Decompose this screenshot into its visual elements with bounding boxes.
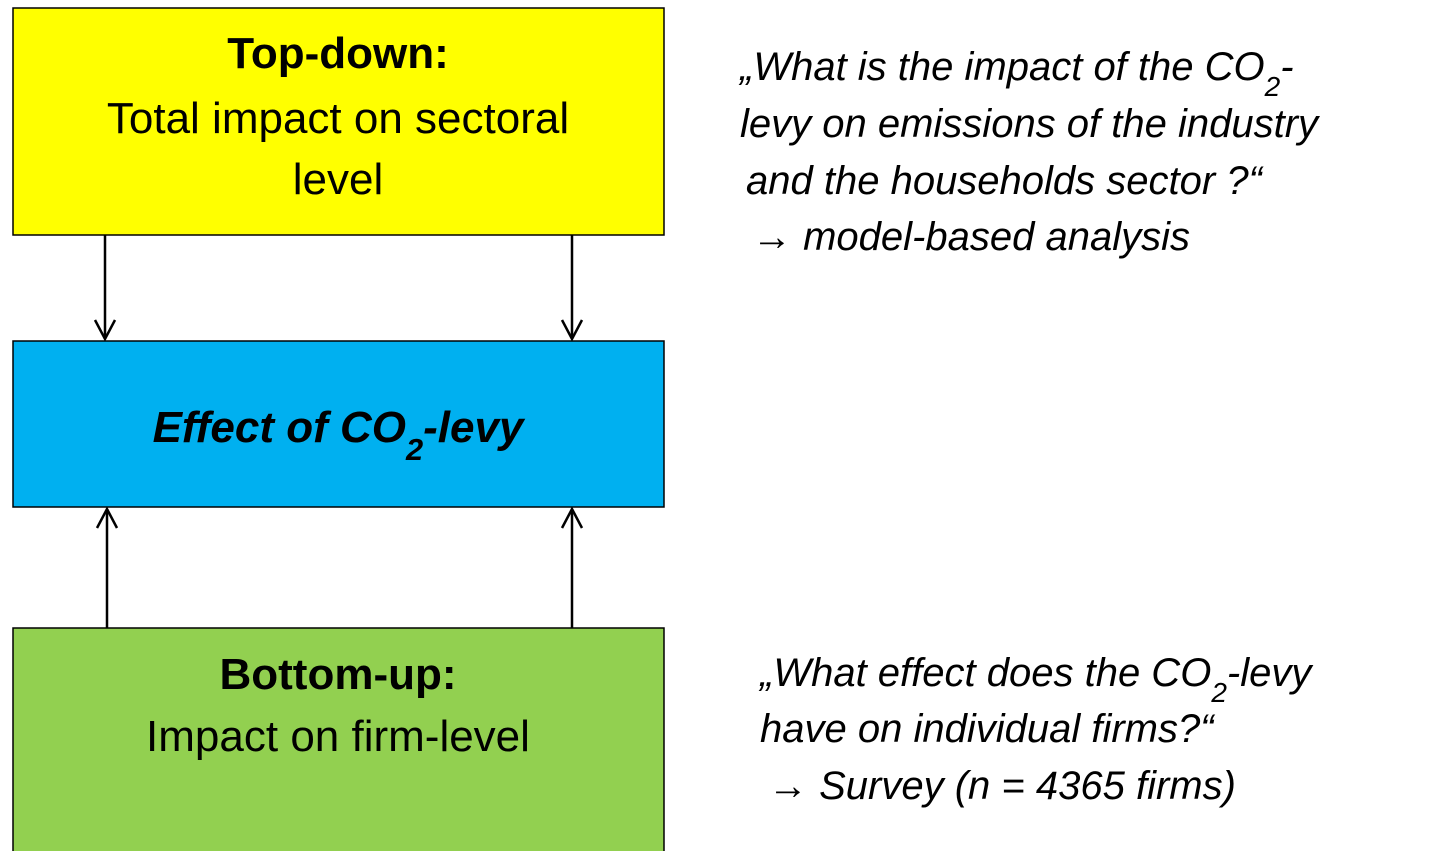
arrow-head xyxy=(560,319,584,342)
label-part: -levy xyxy=(423,403,526,452)
box-label: Effect of CO2-levy xyxy=(153,403,526,467)
box-line: level xyxy=(293,155,384,204)
text-part: „What effect does the CO xyxy=(758,651,1211,695)
question-line: „What is the impact of the CO2- xyxy=(738,45,1294,102)
box-heading: Bottom-up: xyxy=(219,650,456,699)
question-line: „What effect does the CO2-levy xyxy=(758,651,1314,708)
subscript: 2 xyxy=(1210,677,1227,708)
question-line: have on individual firms?“ xyxy=(760,707,1216,751)
arrow-head xyxy=(560,506,584,529)
question-line: and the households sector ?“ xyxy=(746,159,1265,203)
question-line: levy on emissions of the industry xyxy=(740,102,1321,146)
arrows xyxy=(93,235,584,628)
box-line: Impact on firm-level xyxy=(146,712,530,761)
top-down-box xyxy=(12,7,665,236)
bottom-up-box xyxy=(12,627,665,851)
arrow-head xyxy=(93,319,117,342)
text-part: „What is the impact of the CO xyxy=(738,45,1265,89)
arrow-head xyxy=(95,506,119,529)
text-part: - xyxy=(1280,45,1293,89)
box-line: Total impact on sectoral xyxy=(107,94,569,143)
effect-box xyxy=(12,340,665,508)
box-heading: Top-down: xyxy=(227,29,449,78)
text-part: -levy xyxy=(1227,651,1314,695)
subscript: 2 xyxy=(1264,71,1281,102)
question-line: → Survey (n = 4365 firms) xyxy=(768,764,1236,808)
question-line: → model-based analysis xyxy=(752,215,1190,259)
label-part: Effect of CO xyxy=(153,403,406,452)
subscript: 2 xyxy=(405,432,423,467)
